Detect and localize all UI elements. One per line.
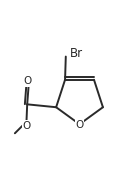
Text: Br: Br [69,47,83,61]
Text: O: O [22,121,30,131]
Text: O: O [24,76,32,86]
Text: O: O [75,120,84,130]
